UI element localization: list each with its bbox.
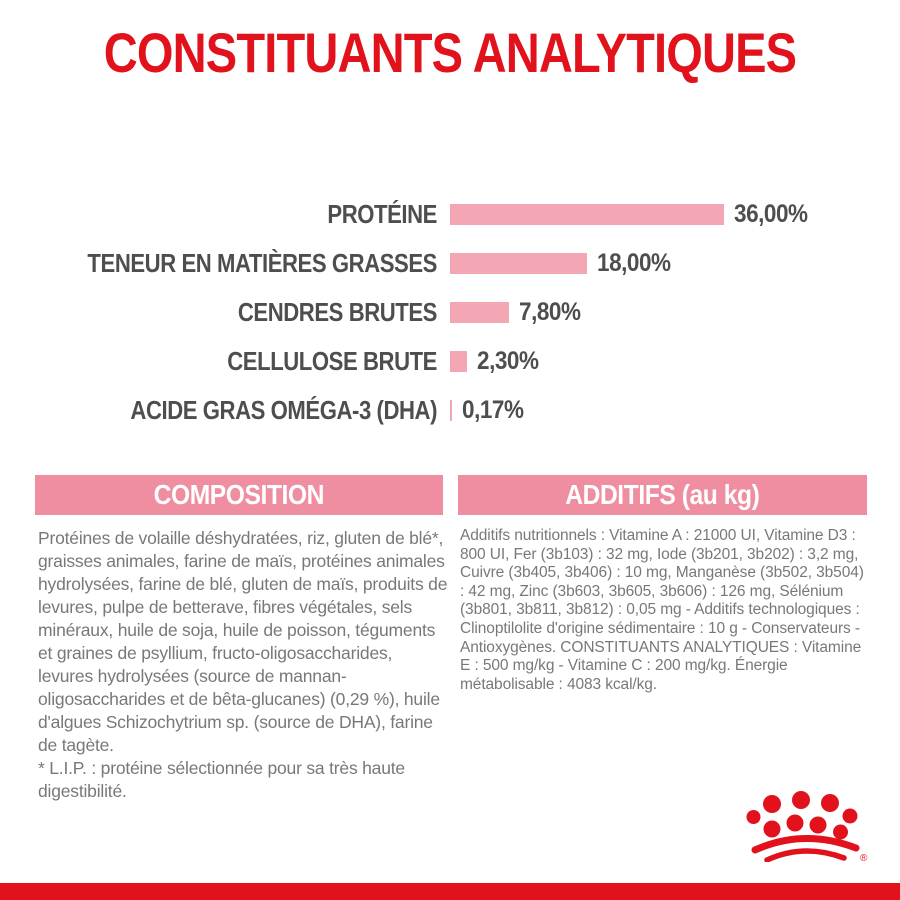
composition-footnote: * L.I.P. : protéine sélectionnée pour sa… [38,758,405,801]
chart-bar [450,351,468,372]
additifs-header: ADDITIFS (au kg) [458,475,867,515]
additifs-header-label: ADDITIFS (au kg) [565,479,760,510]
chart-row-value: 18,00% [596,249,671,277]
page-title: CONSTITUANTS ANALYTIQUES [103,21,797,84]
analytical-constituents-chart: PROTÉINE 36,00% TENEUR EN MATIÈRES GRASS… [0,190,900,435]
chart-row: ACIDE GRAS OMÉGA-3 (DHA) 0,17% [0,386,900,435]
chart-row-label: CELLULOSE BRUTE [227,346,437,376]
chart-row: PROTÉINE 36,00% [0,190,900,239]
chart-row-value: 0,17% [462,396,524,424]
composition-header: COMPOSITION [35,475,443,515]
additifs-body: Additifs nutritionnels : Vitamine A : 21… [460,527,864,693]
additifs-section: Additifs nutritionnels : Vitamine A : 21… [460,527,872,694]
chart-row-value: 36,00% [733,200,808,228]
chart-row-label: PROTÉINE [327,199,437,229]
composition-body: Protéines de volaille déshydratées, riz,… [38,528,448,755]
chart-row-label: CENDRES BRUTES [237,297,438,327]
chart-row-label: ACIDE GRAS OMÉGA-3 (DHA) [130,395,437,425]
royal-canin-crown-icon: ® [746,791,868,862]
chart-row: TENEUR EN MATIÈRES GRASSES 18,00% [0,239,900,288]
chart-row-label: TENEUR EN MATIÈRES GRASSES [87,248,437,278]
chart-bar [450,400,452,421]
registered-mark: ® [860,853,868,862]
bottom-red-bar [0,883,900,900]
chart-row-value: 7,80% [519,298,581,326]
composition-section: Protéines de volaille déshydratées, riz,… [38,527,450,803]
chart-row: CELLULOSE BRUTE 2,30% [0,337,900,386]
chart-row-value: 2,30% [477,347,540,375]
chart-row: CENDRES BRUTES 7,80% [0,288,900,337]
chart-bar [450,253,587,274]
composition-header-label: COMPOSITION [153,479,325,510]
chart-bar [450,204,724,225]
chart-bar [450,302,510,323]
